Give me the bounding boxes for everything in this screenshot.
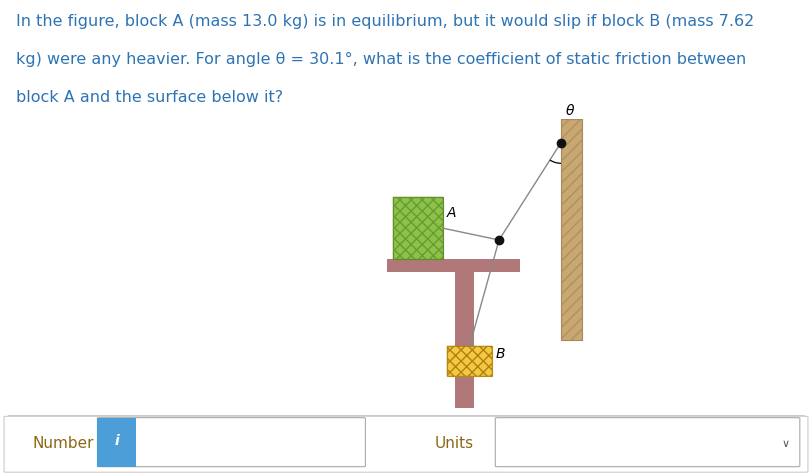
Text: In the figure, block A (mass 13.0 kg) is in equilibrium, but it would slip if bl: In the figure, block A (mass 13.0 kg) is… <box>16 14 753 30</box>
Bar <box>560 119 581 340</box>
FancyBboxPatch shape <box>4 416 807 472</box>
Text: ∨: ∨ <box>781 438 789 448</box>
FancyBboxPatch shape <box>97 417 136 466</box>
Text: Units: Units <box>434 436 473 451</box>
Text: A: A <box>446 206 456 220</box>
Text: block A and the surface below it?: block A and the surface below it? <box>16 90 283 106</box>
Text: θ: θ <box>565 104 573 119</box>
Text: Number: Number <box>32 436 94 451</box>
Bar <box>560 119 581 340</box>
FancyBboxPatch shape <box>97 417 365 466</box>
Text: kg) were any heavier. For angle θ = 30.1°, what is the coefficient of static fri: kg) were any heavier. For angle θ = 30.1… <box>16 52 745 68</box>
FancyBboxPatch shape <box>495 417 799 466</box>
Bar <box>447 346 491 376</box>
Bar <box>454 272 474 408</box>
Text: B: B <box>495 347 504 361</box>
Text: i: i <box>114 435 119 448</box>
Bar <box>393 197 443 259</box>
Bar <box>393 197 443 259</box>
Bar <box>447 346 491 376</box>
Bar <box>386 259 519 272</box>
